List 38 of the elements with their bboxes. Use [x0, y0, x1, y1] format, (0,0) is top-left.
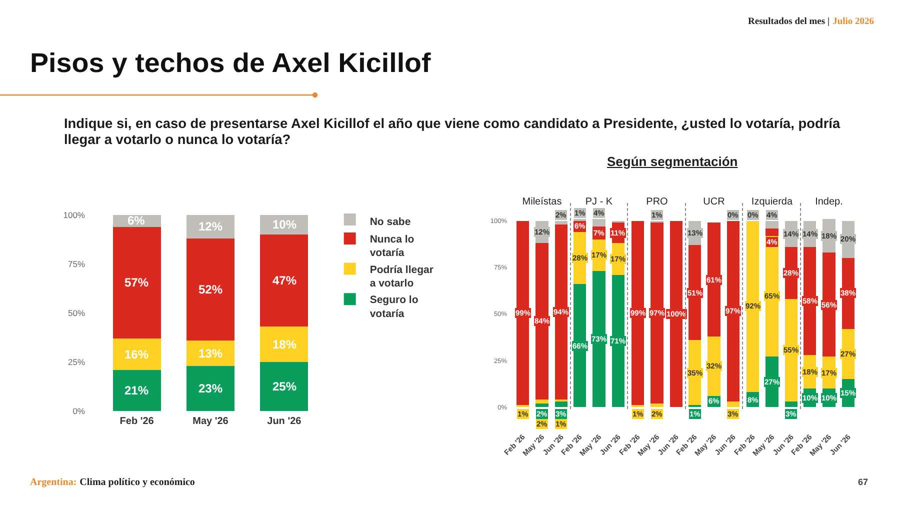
data-label: 12%: [198, 220, 223, 234]
text: Resultados del mes |: [748, 17, 830, 27]
chart-title: UCR: [703, 196, 725, 208]
legend-label: No sabe: [370, 216, 411, 228]
text: Según segmentación: [607, 154, 738, 169]
chart-title: PRO: [646, 196, 668, 208]
x-tick-label: May '26: [192, 416, 229, 427]
chart-title: PJ - K: [585, 196, 613, 208]
data-label: 18%: [272, 338, 297, 352]
x-tick-label: Feb '26: [120, 416, 154, 427]
legend-label: Seguro lo votaría: [370, 294, 418, 320]
data-label: 21%: [124, 384, 149, 398]
text: Clima político y económico: [80, 477, 195, 488]
data-label: 57%: [124, 276, 149, 290]
x-tick-label: Jun '26: [267, 416, 302, 427]
chart-title: Pisos y techos de Axel Kicillof: [30, 48, 431, 79]
y-tick-label: 100%: [63, 210, 86, 220]
data-label: 52%: [198, 282, 223, 296]
y-tick-label: 25%: [68, 356, 86, 367]
chart-title: Indep.: [815, 196, 843, 208]
y-tick-label: 75%: [68, 258, 86, 269]
y-tick-label: 0%: [72, 406, 86, 416]
data-label: 47%: [272, 274, 297, 288]
y-tick-label: 50%: [68, 308, 86, 318]
data-label: 10%: [272, 218, 297, 232]
legend-label: Podría llegar a votarlo: [370, 264, 434, 290]
chart-title: Mileístas: [522, 196, 562, 208]
text: 67: [858, 477, 868, 487]
data-label: 13%: [198, 346, 223, 360]
data-label: 16%: [124, 348, 149, 362]
text: Julio 2026: [832, 17, 874, 27]
data-label: 25%: [272, 380, 297, 394]
text: Argentina:: [30, 477, 77, 488]
chart-title: Izquierda: [750, 196, 793, 208]
data-label: 6%: [128, 214, 146, 228]
data-label: 23%: [198, 382, 223, 396]
legend-label: Nunca lo votaría: [370, 234, 414, 260]
text: Indique si, en caso de presentarse Axel Kicillof el año que viene como candidato a Presidente, ¿usted lo votaría, podría llegar a votarlo o nunca lo votaría?: [64, 116, 842, 148]
